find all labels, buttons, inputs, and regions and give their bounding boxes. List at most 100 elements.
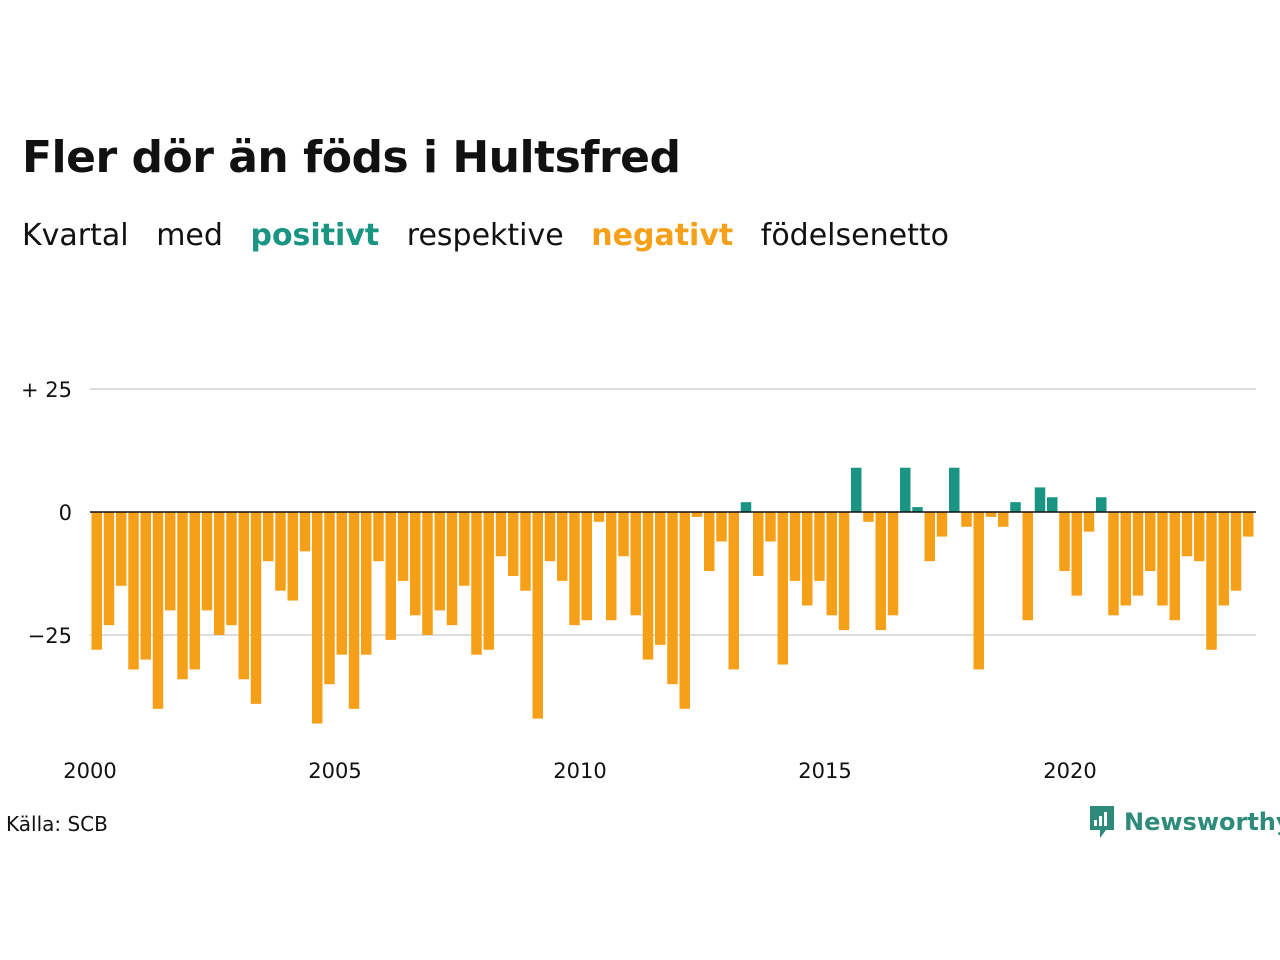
brand-logo: Newsworthy <box>1088 804 1280 840</box>
bar <box>385 512 396 640</box>
bar <box>557 512 568 581</box>
bar <box>152 512 164 709</box>
bar <box>765 512 776 542</box>
bar <box>91 512 102 650</box>
bar <box>704 512 715 572</box>
bar <box>140 512 151 660</box>
bar <box>324 512 335 685</box>
subtitle-word-med: med <box>156 218 223 253</box>
bar <box>471 512 482 655</box>
bar <box>201 512 213 611</box>
label-layer: + 25 0 −25 2000 2005 2010 2015 2020 <box>21 378 1097 783</box>
bar <box>165 512 176 611</box>
bar <box>177 512 188 680</box>
bar <box>998 512 1009 527</box>
bar <box>936 512 948 537</box>
bar <box>250 512 262 704</box>
bar <box>508 512 519 576</box>
bar <box>275 512 286 591</box>
bar <box>912 507 923 512</box>
bar <box>887 512 899 616</box>
y-tick-label: + 25 <box>21 378 72 402</box>
bar <box>336 512 347 655</box>
bar <box>361 512 372 655</box>
source-note: Källa: SCB <box>6 812 108 836</box>
bar <box>1218 512 1229 606</box>
bar <box>618 512 629 557</box>
bar <box>1230 512 1242 591</box>
bar <box>777 512 788 665</box>
chart-title: Fler dör än föds i Hultsfred <box>22 132 681 183</box>
bar <box>373 512 384 562</box>
bar <box>875 512 886 631</box>
bar <box>728 512 739 670</box>
bar <box>1169 512 1180 621</box>
y-tick-label: −25 <box>28 624 72 648</box>
x-tick-label: 2010 <box>553 759 606 783</box>
bar <box>422 512 433 635</box>
bar <box>520 512 531 591</box>
bar <box>1194 512 1205 562</box>
bar <box>900 467 911 512</box>
bar <box>581 512 592 621</box>
bar <box>814 512 825 581</box>
x-tick-label: 2005 <box>308 759 361 783</box>
bar <box>1157 512 1168 606</box>
x-tick-label: 2000 <box>63 759 116 783</box>
bar <box>606 512 617 621</box>
bar <box>630 512 641 616</box>
x-tick-label: 2020 <box>1043 759 1096 783</box>
bar <box>1096 497 1107 512</box>
bar <box>495 512 507 557</box>
newsworthy-logo-icon <box>1090 806 1114 838</box>
bar <box>1206 512 1217 650</box>
bar <box>740 502 752 512</box>
bar <box>679 512 690 709</box>
subtitle-word-fodelsenetto: födelsenetto <box>760 218 949 253</box>
bar <box>1083 512 1095 532</box>
bar <box>214 512 225 635</box>
bar <box>312 512 323 724</box>
subtitle-word-respektive: respektive <box>406 218 564 253</box>
bar <box>1145 512 1156 572</box>
subtitle-positive-word: positivt <box>250 218 380 253</box>
bar <box>1047 497 1058 512</box>
subtitle-word-kvartal: Kvartal <box>22 218 129 253</box>
bar <box>299 512 311 552</box>
bar <box>1181 512 1193 557</box>
bar <box>691 512 703 517</box>
bar <box>826 512 837 616</box>
bar <box>1243 512 1254 537</box>
subtitle-negative-word: negativt <box>591 218 734 253</box>
bar <box>973 512 984 670</box>
bar <box>434 512 445 611</box>
bar <box>961 512 972 527</box>
bar <box>1132 512 1144 596</box>
bar <box>838 512 850 631</box>
bar <box>459 512 470 586</box>
chart-subtitle: Kvartal med positivt respektive negativt… <box>22 218 967 253</box>
bar <box>128 512 139 670</box>
bar <box>532 512 543 719</box>
bar <box>1010 502 1021 512</box>
bar <box>103 512 115 626</box>
bar <box>753 512 764 576</box>
bar <box>789 512 801 581</box>
bar <box>226 512 237 626</box>
bar <box>397 512 409 581</box>
y-tick-label: 0 <box>59 501 72 525</box>
bar <box>655 512 666 645</box>
brand-name: Newsworthy <box>1124 808 1280 836</box>
bar <box>446 512 458 626</box>
bar <box>667 512 678 685</box>
bar <box>1108 512 1119 616</box>
bar <box>863 512 874 522</box>
bar <box>287 512 298 601</box>
bar-layer <box>91 467 1254 724</box>
bar <box>1120 512 1131 606</box>
x-tick-label: 2015 <box>798 759 851 783</box>
bar <box>1022 512 1033 621</box>
bar <box>949 467 960 512</box>
bar <box>924 512 935 562</box>
